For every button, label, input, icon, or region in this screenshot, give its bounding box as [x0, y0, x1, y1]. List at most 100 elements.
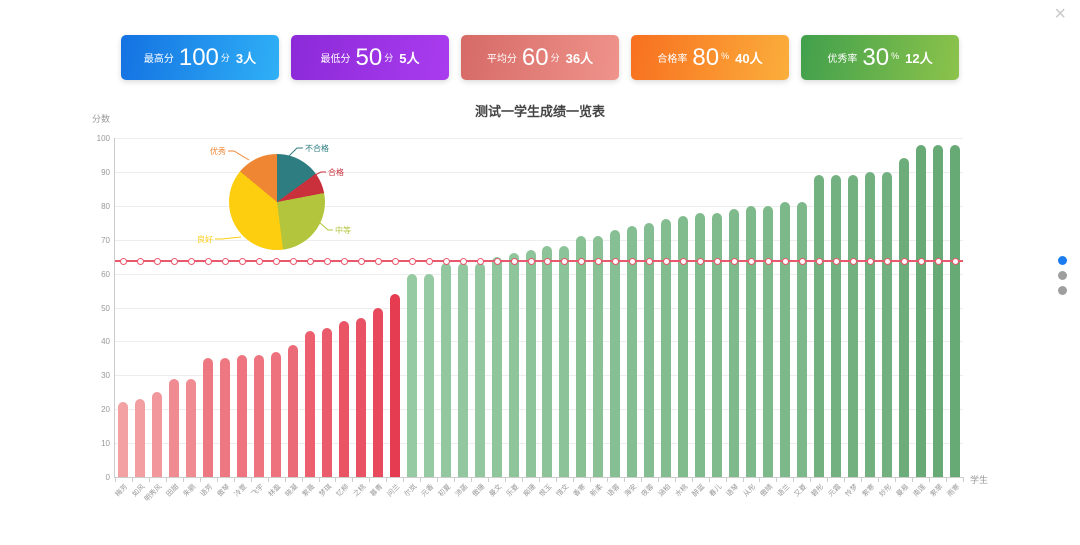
bar[interactable] [830, 175, 841, 477]
y-tick-label: 30 [101, 371, 110, 381]
x-tick-mark [878, 478, 880, 482]
pie-label: 不合格 [305, 144, 329, 153]
bar[interactable] [406, 273, 417, 477]
bar[interactable] [355, 317, 366, 477]
bar[interactable] [389, 293, 400, 477]
bar[interactable] [898, 158, 909, 477]
x-tick-mark [522, 478, 524, 482]
bar[interactable] [135, 399, 146, 477]
x-tick-mark [555, 478, 557, 482]
bar[interactable] [322, 327, 332, 477]
bar[interactable] [813, 175, 824, 477]
bar[interactable] [695, 212, 706, 477]
average-line-marker [188, 257, 196, 265]
x-tick-mark [674, 478, 676, 482]
bar[interactable] [186, 378, 197, 477]
y-tick-label: 10 [101, 439, 110, 449]
average-line-marker [442, 257, 450, 265]
average-line-marker [205, 257, 213, 265]
bar[interactable] [847, 175, 858, 477]
stat-card-label: 最高分 [143, 54, 174, 65]
y-tick-label: 90 [101, 167, 110, 177]
x-tick-mark [199, 478, 201, 482]
bar[interactable] [457, 263, 468, 477]
bar[interactable] [881, 171, 892, 477]
x-tick-mark [844, 478, 846, 482]
average-line-marker [849, 257, 857, 265]
bar[interactable] [118, 402, 129, 477]
average-line-marker [781, 257, 789, 265]
bar[interactable] [644, 222, 655, 477]
average-line-marker [137, 257, 145, 265]
bar[interactable] [220, 358, 231, 477]
x-tick-mark [623, 478, 625, 482]
stat-card-unit: 分 [384, 53, 394, 63]
bar[interactable] [915, 144, 926, 477]
pie-label: 中等 [335, 226, 351, 235]
bar[interactable] [474, 263, 485, 477]
bar[interactable] [372, 307, 383, 477]
bar[interactable] [237, 354, 248, 477]
bar[interactable] [949, 144, 960, 477]
bar[interactable] [593, 236, 604, 477]
bar[interactable] [491, 256, 502, 477]
bar[interactable] [254, 354, 265, 477]
bar[interactable] [779, 202, 790, 477]
stat-card-value: 100 [178, 43, 219, 71]
bar[interactable] [796, 202, 807, 477]
bar[interactable] [661, 219, 672, 477]
bar[interactable] [678, 215, 689, 477]
gridline [115, 341, 963, 343]
average-line-marker [595, 257, 603, 265]
x-tick-mark [403, 478, 405, 482]
x-axis-line [114, 477, 964, 478]
gridline [115, 375, 963, 377]
x-tick-mark [606, 478, 608, 482]
pie-chart-body[interactable] [229, 154, 325, 250]
carousel-dot-active[interactable] [1058, 256, 1067, 265]
bar[interactable] [746, 205, 756, 477]
gridline [115, 171, 963, 173]
average-line-marker [764, 257, 772, 265]
bar[interactable] [305, 331, 316, 477]
bar[interactable] [542, 246, 553, 477]
average-line-marker [510, 257, 518, 265]
bar[interactable] [288, 344, 299, 477]
bar[interactable] [559, 246, 570, 477]
stat-card-label: 平均分 [486, 54, 517, 65]
average-line-marker [934, 257, 942, 265]
carousel-dot[interactable] [1058, 271, 1067, 280]
stat-card-count: 40人 [735, 51, 763, 66]
bar[interactable] [762, 205, 773, 477]
bar[interactable] [271, 351, 282, 477]
average-line-marker [222, 257, 230, 265]
average-line-marker [425, 257, 433, 265]
x-tick-mark [963, 478, 964, 482]
bar[interactable] [525, 249, 536, 477]
bar[interactable] [864, 171, 875, 477]
gridline [115, 138, 963, 139]
y-tick-label: 60 [101, 269, 110, 279]
bar[interactable] [627, 226, 638, 477]
bar[interactable] [152, 392, 163, 477]
bar[interactable] [169, 378, 180, 477]
bar[interactable] [610, 229, 621, 477]
bar[interactable] [423, 273, 434, 477]
carousel-dot[interactable] [1058, 286, 1067, 295]
bar[interactable] [576, 236, 587, 477]
y-axis-name: 分数 [92, 114, 111, 124]
average-line-marker [239, 257, 247, 265]
bar[interactable] [203, 358, 214, 477]
bar[interactable] [338, 321, 349, 477]
x-tick-mark [131, 478, 133, 482]
close-icon[interactable]: × [1054, 3, 1066, 25]
x-tick-mark [912, 478, 914, 482]
bar[interactable] [729, 209, 740, 477]
bar[interactable] [932, 144, 943, 477]
average-line-marker [663, 257, 671, 265]
average-line-marker [544, 257, 552, 265]
bar[interactable] [712, 212, 723, 477]
bar[interactable] [508, 253, 519, 477]
bar[interactable] [440, 263, 451, 477]
y-axis-line [114, 138, 115, 477]
